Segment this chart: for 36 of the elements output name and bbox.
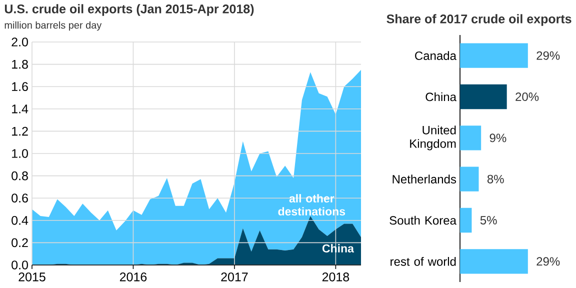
y-tick-label: 2.0 [12,38,28,46]
chart-title: U.S. crude oil exports (Jan 2015-Apr 2018) [4,4,254,16]
data-label: 29% [536,257,560,266]
y-tick-label: China [426,92,456,102]
data-label: 5% [480,216,497,224]
y-tick-label: 1.0 [12,149,28,158]
bar [460,208,472,233]
y-tick-label: 1.4 [12,104,28,114]
x-tick-label: 2018 [322,272,350,282]
y-tick-label: 0.4 [12,216,28,225]
chart-title: Share of 2017 crude oil exports [386,14,572,26]
y-tick-label: 1.6 [12,82,28,92]
bar [460,43,528,68]
x-tick-label: 2017 [221,272,248,282]
bar [460,126,482,150]
y-tick-label: 0.2 [12,238,28,248]
bar [460,166,479,192]
bar [460,84,507,110]
y-tick-label: 0.0 [12,260,28,270]
data-label: 29% [536,51,560,60]
data-label: 9% [490,134,506,142]
x-tick-label: 2015 [18,272,46,282]
y-tick-label: United Kingdom [410,126,456,150]
y-axis-title: million barrels per day [4,21,102,31]
y-tick-label: Canada [415,51,456,60]
y-tick-label: 1.2 [12,126,28,136]
y-tick-label: 0.8 [12,171,28,180]
data-label: 20% [516,92,539,102]
y-tick-label: rest of world [390,257,456,266]
y-tick-label: 1.8 [12,60,28,69]
data-label: 8% [487,174,504,184]
y-tick-label: South Korea [390,216,456,225]
y-tick-label: Netherlands [392,174,456,184]
y-tick-label: 0.6 [12,194,28,203]
x-tick-label: 2016 [120,272,147,282]
bar [460,249,528,274]
